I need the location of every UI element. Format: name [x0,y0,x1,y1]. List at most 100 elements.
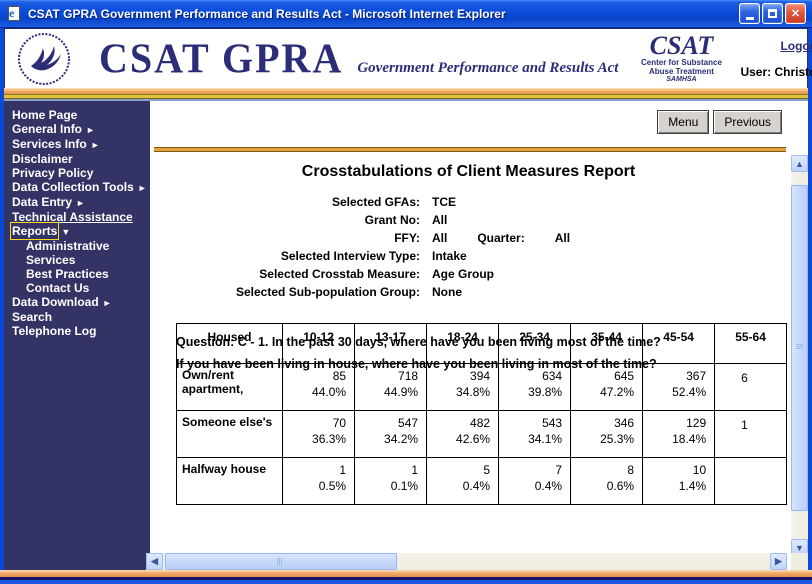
column-header-18-24: 18-24 [426,323,500,364]
csat-logo: CSAT Center for Substance Abuse Treatmen… [636,31,726,84]
sidebar-item-services-info[interactable]: Services Info ► [12,137,100,151]
app-header: CSAT GPRA Government Performance and Res… [4,28,812,88]
filter-row: Selected Sub-population Group: None [150,283,787,301]
report-title: Crosstabulations of Client Measures Repo… [301,163,636,180]
data-cell [714,457,787,505]
window-border-bottom [0,580,812,584]
horizontal-scrollbar[interactable]: ◀ ▶ [146,553,787,570]
sidebar-item-general-info[interactable]: General Info ► [12,122,95,136]
row-label: Halfway house [176,457,284,505]
window-border-right [808,28,812,584]
data-cell: 7 0.4% [498,457,572,505]
column-header-housed: Housed [176,323,284,364]
table-row-partial [176,504,787,505]
logout-link[interactable]: Logout [780,38,812,53]
filter-value: All [554,231,571,245]
csat-logo-title: CSAT [649,31,714,60]
filter-label: Grant No: [364,213,420,227]
filter-row: Selected Crosstab Measure: Age Group [150,265,787,283]
data-cell: 6 [714,363,787,411]
brand-subtitle: Government Performance and Results Act [357,60,619,76]
data-cell: 85 44.0% [282,363,356,411]
scroll-right-arrow[interactable]: ▶ [770,553,787,570]
sidebar-item-technical-assistance[interactable]: Technical Assistance [12,210,133,224]
column-header-25-34: 25-34 [498,323,572,364]
scroll-left-arrow[interactable]: ◀ [146,553,163,570]
data-cell: 547 34.2% [354,410,428,458]
column-header-35-44: 35-44 [570,323,644,364]
brand-title: CSAT GPRA [99,34,344,83]
filter-value: None [432,285,462,299]
vertical-scrollbar[interactable]: ▲ ▼ [791,155,808,556]
minimize-button[interactable] [739,3,760,24]
data-cell: 10 1.4% [642,457,716,505]
data-cell: 645 47.2% [570,363,644,411]
sidebar-item-contact-us[interactable]: Contact Us [26,281,90,295]
expand-arrow-icon: ► [137,183,147,193]
crosstab-body: Own/rent apartment, 85 44.0% 718 44.9% 394 34.… [176,363,787,505]
data-cell: 5 0.4% [426,457,500,505]
window-title: CSAT GPRA Government Performance and Res… [28,6,506,21]
data-cell: 129 18.4% [642,410,716,458]
sidebar-item-data-collection-tools[interactable]: Data Collection Tools ► [12,180,147,194]
sidebar-item-data-entry[interactable]: Data Entry ► [12,195,85,209]
sidebar-item-search[interactable]: Search [12,310,53,324]
internet-explorer-icon: e [6,5,22,22]
sidebar-item-privacy-policy[interactable]: Privacy Policy [12,166,94,180]
maximize-button[interactable] [762,3,783,24]
filter-value: Age Group [432,267,494,281]
sidebar-item-best-practices[interactable]: Best Practices [26,267,109,281]
horizontal-scrollbar-thumb[interactable] [165,553,397,570]
menu-button[interactable]: Menu [657,110,710,134]
close-button[interactable]: ✕ [785,3,806,24]
column-header-45-54: 45-54 [642,323,716,364]
column-header-13-17: 13-17 [354,323,428,364]
filter-label: FFY: [394,231,420,245]
expand-arrow-icon: ► [86,125,95,135]
previous-button[interactable]: Previous [713,110,782,134]
data-cell: 718 44.9% [354,363,428,411]
column-header-55-64: 55-64 [714,323,787,364]
sidebar-item-services[interactable]: Services [26,253,76,267]
data-cell: 482 42.6% [426,410,500,458]
scrollbar-corner [791,553,808,570]
data-cell: 543 34.1% [498,410,572,458]
row-label: Own/rent apartment, [176,363,284,411]
footer-orange-stripe [0,570,812,577]
vertical-scrollbar-thumb[interactable] [791,185,808,511]
hhs-eagle-logo [18,32,70,85]
filter-value: TCE [432,195,456,209]
table-row: Own/rent apartment, 85 44.0% 718 44.9% 394 34.… [176,363,787,411]
sidebar-item-telephone-log[interactable]: Telephone Log [12,324,97,338]
filter-value: All [432,231,448,245]
data-cell: 70 36.3% [282,410,356,458]
filter-label: Selected GFAs: [331,195,420,209]
sidebar-item-administrative[interactable]: Administrative [26,239,110,253]
filter-row: FFY: All Quarter: All [150,229,787,247]
filter-row: Selected Interview Type: Intake [150,247,787,265]
table-row: Someone else's 70 36.3% 547 34.2% 482 42.6% 543… [176,410,787,458]
footer-navy-stripe [0,577,812,580]
filter-label: Quarter: [477,231,525,245]
expand-arrow-icon: ► [90,140,100,150]
sidebar-item-reports[interactable]: Reports ▼ [9,222,71,240]
sidebar-item-disclaimer[interactable]: Disclaimer [12,152,73,166]
sidebar-item-data-download[interactable]: Data Download ► [12,295,112,309]
row-label: Someone else's [176,410,284,458]
crosstab-header: Housed 10-12 13-17 18-24 25-34 35-44 45-54 55-6… [176,323,787,364]
title-bar: e CSAT GPRA Government Performance and R… [0,0,812,28]
column-header-10-12: 10-12 [282,323,356,364]
sidebar-nav: Home Page General Info ► Services Info ► Disc… [4,101,150,570]
gold-divider [154,147,786,152]
filter-row: Grant No: All [150,211,787,229]
user-label: User: Christopher Shumway [740,64,812,79]
data-cell: 1 0.5% [282,457,356,505]
expand-arrow-icon: ► [102,298,112,308]
table-row: Halfway house 1 0.5% 1 0.1% 5 0.4% 7 0.4% 8 0.6% 10… [176,457,787,505]
data-cell: 1 [714,410,787,458]
sidebar-item-home-page[interactable]: Home Page [12,108,78,122]
scroll-up-arrow[interactable]: ▲ [791,155,808,172]
expand-arrow-icon: ► [76,198,85,208]
data-cell: 1 0.1% [354,457,428,505]
data-cell: 634 39.8% [498,363,572,411]
